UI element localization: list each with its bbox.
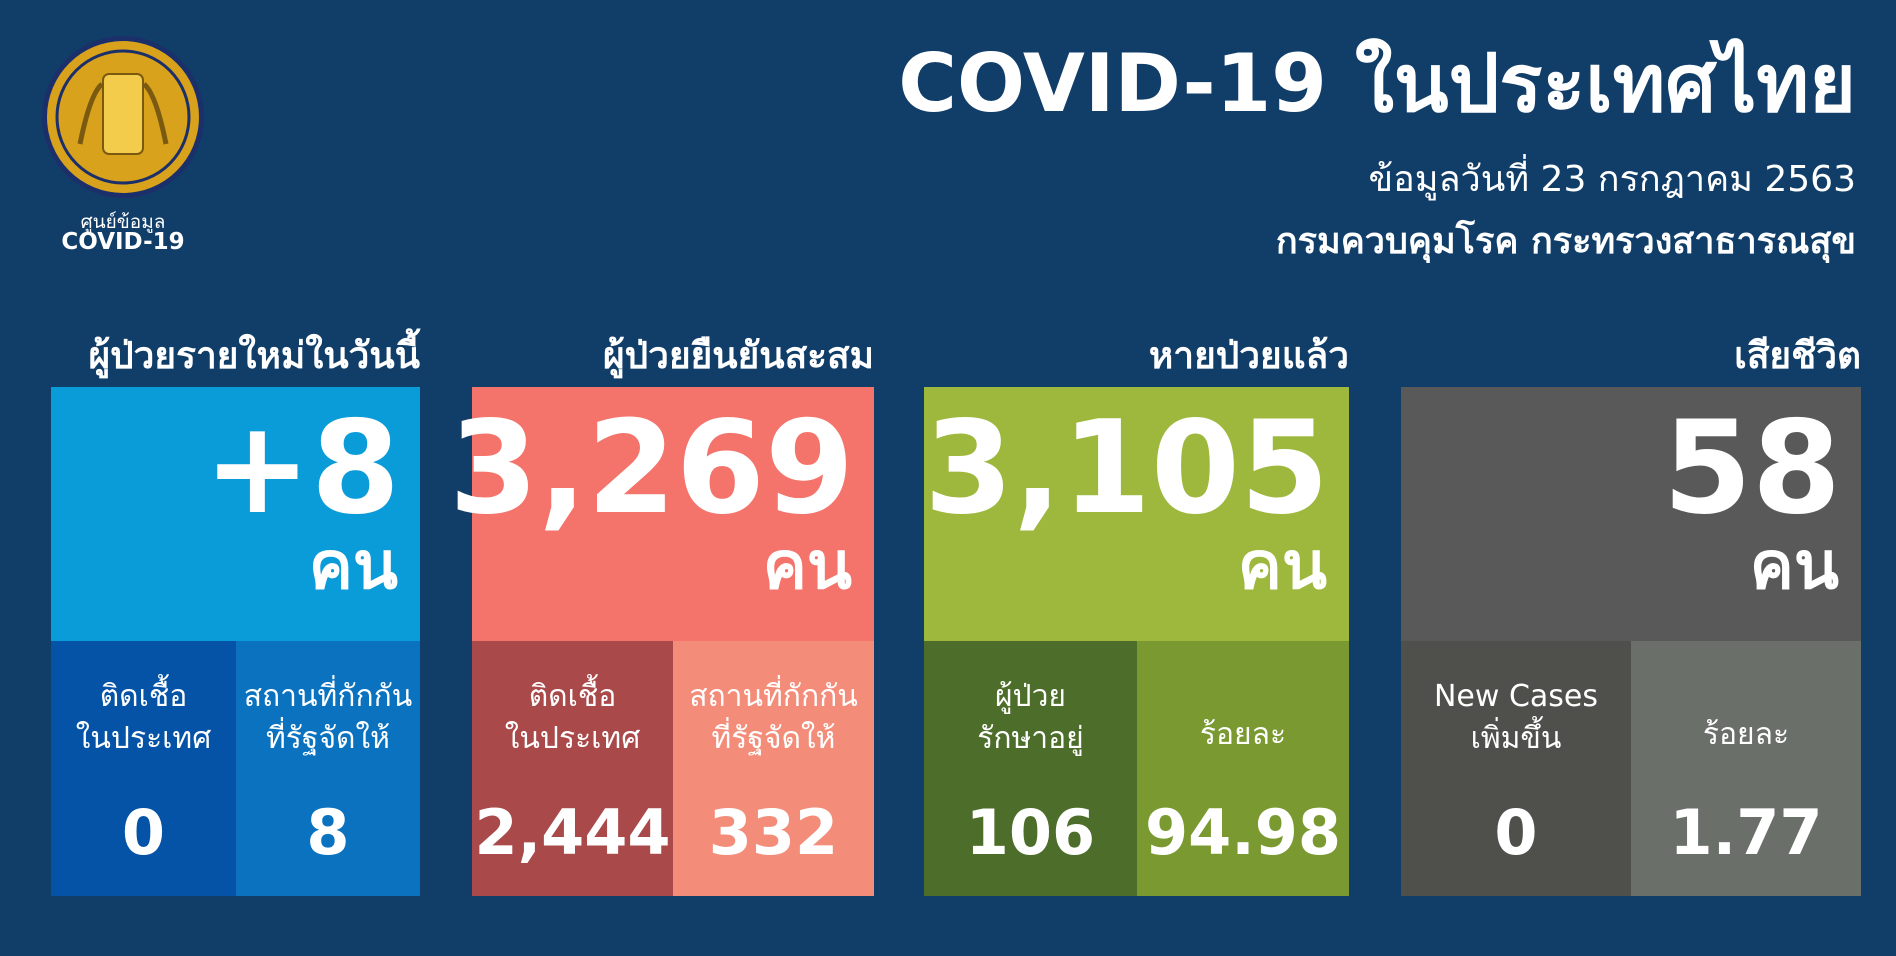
detail-label: รักษาอยู่ [977,721,1084,756]
detail-label: New Cases [1433,679,1599,714]
detail-value: 8 [306,796,350,869]
detail-label: ในประเทศ [504,721,641,756]
logo-caption: ศูนย์ข้อมูล [80,211,166,233]
detail-label: ที่รัฐจัดให้ [266,721,390,756]
logo-caption: COVID-19 [61,229,185,255]
detail-label: สถานที่กักกัน [243,679,413,714]
logo-inner-ring [55,49,191,185]
detail-label: สถานที่กักกัน [689,679,858,714]
detail-value: 1.77 [1669,796,1823,869]
card-value: +8 [203,394,400,543]
detail-label: เพิ่มขึ้น [1470,721,1562,756]
card-value: 3,105 [924,394,1329,543]
card-heading: ผู้ป่วยยืนยันสะสม [603,334,874,377]
logo-emblem [102,73,144,155]
detail-box: สถานที่กักกันที่รัฐจัดให้ 8 [236,641,420,896]
detail-box: ติดเชื้อในประเทศ 0 [51,641,236,896]
detail-label: ติดเชื้อ [99,679,188,714]
title: COVID-19 ในประเทศไทย [898,37,1856,130]
card-heading: ผู้ป่วยรายใหม่ในวันนี้ [88,334,420,377]
detail-label: ร้อยละ [1199,717,1287,752]
card-top: +8 คน [51,387,420,641]
card-unit: คน [308,527,398,604]
logo-figures [77,82,169,145]
card-value: 58 [1662,394,1841,543]
card-value: 3,269 [449,394,854,543]
detail-label: ในประเทศ [75,721,212,756]
logo [42,36,204,198]
detail-box: ร้อยละ 94.98 [1137,641,1349,896]
detail-value: 0 [121,796,166,869]
card-top: 3,105 คน [924,387,1349,641]
card-unit: คน [1237,527,1327,604]
detail-label: ที่รัฐจัดให้ [711,721,836,756]
detail-value: 0 [1494,796,1538,869]
detail-box: ติดเชื้อในประเทศ 2,444 [472,641,673,896]
card-heading: หายป่วยแล้ว [1148,334,1349,377]
card-unit: คน [1749,527,1839,604]
card-heading: เสียชีวิต [1734,334,1861,377]
card-unit: คน [762,527,852,604]
detail-box: สถานที่กักกันที่รัฐจัดให้ 332 [673,641,874,896]
department: กรมควบคุมโรค กระทรวงสาธารณสุข [1275,221,1856,262]
detail-value: 2,444 [474,796,671,869]
date: ข้อมูลวันที่ 23 กรกฎาคม 2563 [1368,159,1856,200]
detail-label: ผู้ป่วย [994,679,1067,714]
detail-box: ผู้ป่วยรักษาอยู่ 106 [924,641,1137,896]
detail-value: 94.98 [1144,796,1342,869]
card-top: 58 คน [1401,387,1861,641]
detail-box: New Cases เพิ่มขึ้น 0 [1401,641,1631,896]
detail-box: ร้อยละ 1.77 [1631,641,1861,896]
card-top: 3,269 คน [449,387,874,641]
detail-label: ติดเชื้อ [528,679,617,714]
detail-label: ร้อยละ [1702,717,1790,752]
detail-value: 106 [965,796,1096,869]
detail-value: 332 [708,796,839,869]
